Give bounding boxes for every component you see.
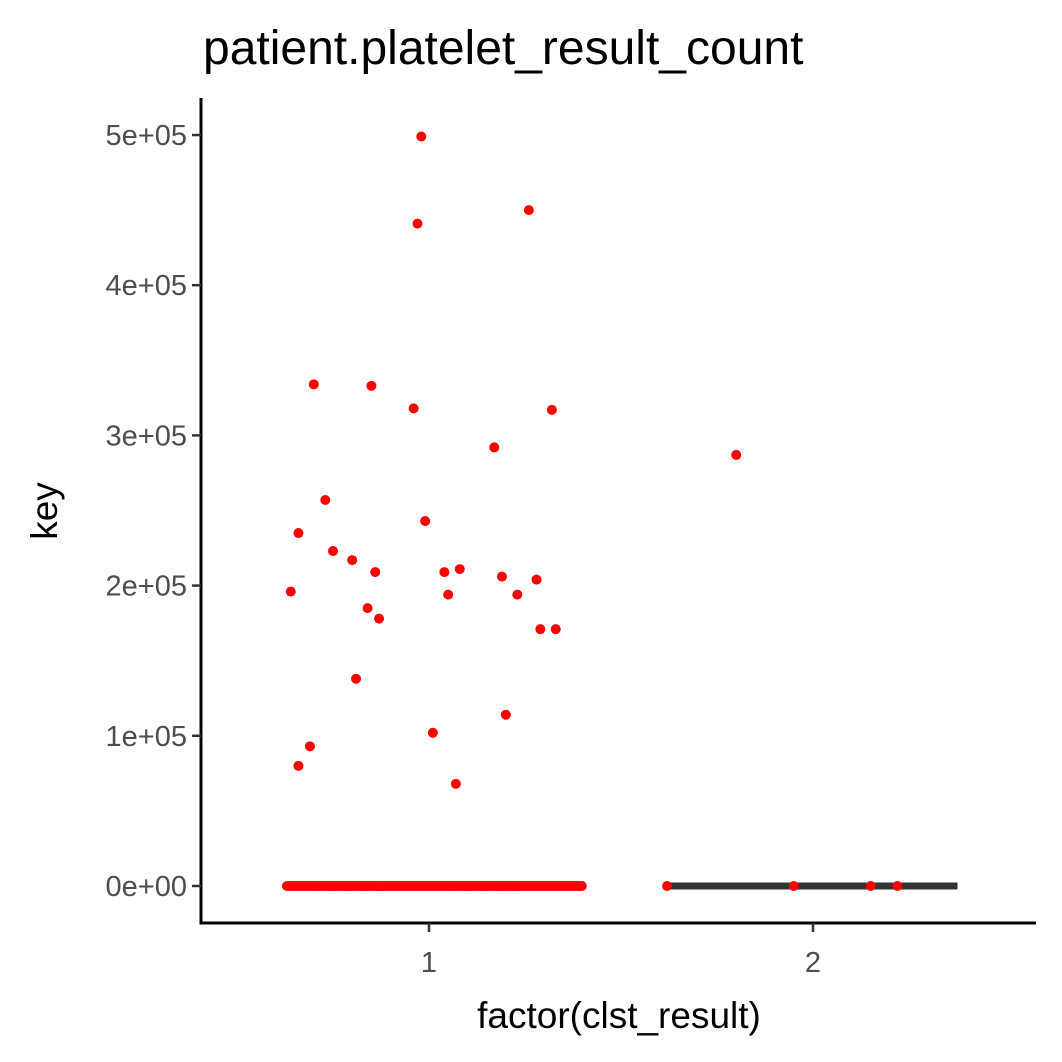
boxplot-box	[668, 882, 958, 890]
data-point	[500, 709, 511, 720]
data-point	[546, 404, 557, 415]
data-point	[531, 574, 542, 585]
data-point	[416, 131, 427, 142]
data-point	[374, 613, 385, 624]
y-tick-label: 2e+05	[106, 571, 187, 603]
data-point	[788, 881, 799, 891]
chart-title: patient.platelet_result_count	[203, 22, 803, 75]
data-point	[439, 567, 450, 578]
data-point	[576, 881, 587, 891]
data-point	[489, 442, 500, 453]
y-tick-label: 3e+05	[106, 420, 187, 452]
data-point	[662, 881, 673, 891]
data-point	[362, 603, 373, 614]
data-point	[366, 380, 377, 391]
x-tick-label: 1	[421, 947, 437, 979]
data-point	[370, 567, 381, 578]
x-axis-title: factor(clst_result)	[477, 995, 761, 1036]
data-point	[512, 589, 523, 600]
data-point	[351, 673, 362, 684]
data-point	[412, 218, 423, 229]
data-point	[285, 586, 296, 597]
data-point	[293, 528, 304, 539]
data-point	[304, 741, 315, 752]
data-point	[523, 205, 534, 216]
y-axis-title: key	[24, 482, 65, 540]
plot-area: 0e+00 1e+05 2e+05 3e+05 4e+05 5e+05 1 2	[106, 98, 1036, 979]
data-point	[450, 778, 461, 789]
data-point	[320, 494, 331, 505]
data-point	[454, 564, 465, 575]
y-tick-label: 4e+05	[106, 270, 187, 302]
data-point	[443, 589, 454, 600]
data-point	[535, 624, 546, 635]
data-point	[420, 516, 431, 527]
data-point	[427, 727, 438, 738]
data-point	[892, 881, 903, 891]
y-tick-label: 5e+05	[106, 120, 187, 152]
y-tick-label: 0e+00	[106, 871, 187, 903]
data-point	[293, 760, 304, 771]
data-point	[731, 449, 742, 460]
data-point	[328, 546, 338, 557]
data-point	[347, 555, 358, 566]
data-point	[408, 403, 419, 414]
data-point	[496, 571, 507, 582]
data-point	[550, 624, 561, 635]
data-point	[308, 379, 319, 390]
x-tick-label: 2	[805, 947, 821, 979]
y-tick-label: 1e+05	[106, 721, 187, 753]
data-point	[865, 881, 876, 891]
